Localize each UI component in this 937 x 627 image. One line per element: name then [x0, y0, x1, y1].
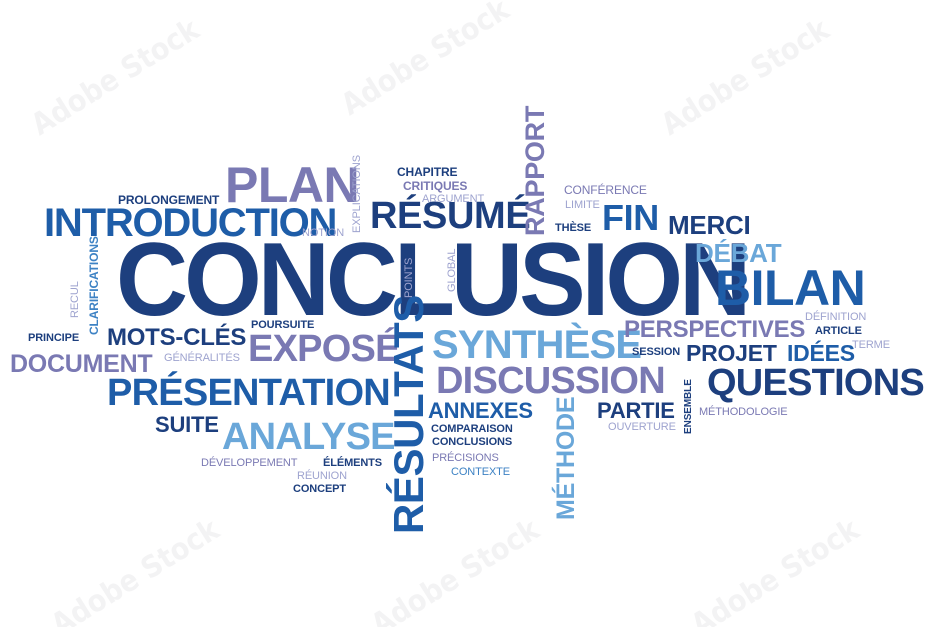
word-resultats: RÉSULTATS: [385, 295, 432, 534]
word-session: SESSION: [632, 346, 681, 358]
word-reunion: RÉUNION: [297, 470, 347, 482]
word-discussion: DISCUSSION: [436, 360, 666, 402]
word-mots-cles: MOTS-CLÉS: [107, 324, 247, 351]
word-partie: PARTIE: [597, 398, 675, 423]
word-precisions: PRÉCISIONS: [432, 452, 499, 464]
word-contexte: CONTEXTE: [451, 466, 511, 478]
word-debat: DÉBAT: [695, 238, 782, 268]
word-recul: RECUL: [69, 281, 81, 318]
word-projet: PROJET: [686, 340, 777, 366]
watermark: Adobe Stock: [655, 12, 836, 143]
word-ouverture: OUVERTURE: [608, 421, 676, 433]
word-conference: CONFÉRENCE: [564, 183, 647, 197]
word-conclusions: CONCLUSIONS: [432, 436, 513, 448]
word-rapport: RAPPORT: [520, 105, 550, 236]
word-fin: FIN: [602, 197, 659, 238]
word-poursuite: POURSUITE: [251, 319, 315, 331]
word-methode: MÉTHODE: [552, 396, 580, 520]
word-presentation: PRÉSENTATION: [107, 372, 391, 414]
word-comparaison: COMPARAISON: [431, 423, 513, 435]
word-explications: EXPLICATIONS: [351, 155, 363, 233]
word-points: POINTS: [403, 257, 415, 298]
word-analyse: ANALYSE: [222, 416, 396, 458]
word-synthese: SYNTHÈSE: [432, 323, 642, 367]
watermark: Adobe Stock: [25, 12, 206, 143]
word-principe: PRINCIPE: [28, 332, 80, 344]
word-annexes: ANNEXES: [428, 398, 533, 423]
word-global: GLOBAL: [446, 248, 458, 292]
word-terme: TERME: [852, 339, 890, 351]
word-limite: LIMITE: [565, 199, 600, 211]
word-methodologie: MÉTHODOLOGIE: [699, 406, 788, 418]
word-introduction: INTRODUCTION: [44, 201, 337, 245]
word-concept: CONCEPT: [293, 483, 347, 495]
word-merci: MERCI: [668, 210, 751, 240]
word-generalites: GÉNÉRALITÉS: [164, 352, 240, 364]
word-developpement: DÉVELOPPEMENT: [201, 457, 298, 469]
word-plan: PLAN: [225, 157, 360, 213]
watermark: Adobe Stock: [335, 0, 516, 123]
word-bilan: BILAN: [715, 260, 866, 316]
word-article: ARTICLE: [815, 325, 862, 337]
word-idees: IDÉES: [787, 340, 855, 366]
word-these: THÈSE: [555, 222, 592, 234]
watermark: Adobe Stock: [685, 512, 866, 627]
word-resume: RÉSUMÉ: [370, 195, 531, 237]
word-elements: ÉLÉMENTS: [323, 457, 383, 469]
word-expose: EXPOSÉ: [248, 328, 400, 370]
word-notion: NOTION: [302, 227, 345, 239]
word-perspectives: PERSPECTIVES: [624, 316, 806, 343]
word-definition: DÉFINITION: [805, 311, 867, 323]
word-questions: QUESTIONS: [707, 362, 925, 404]
word-chapitre: CHAPITRE: [397, 165, 458, 179]
word-conclusion: CONCLUSION: [116, 222, 751, 338]
watermark: Adobe Stock: [45, 512, 226, 627]
word-clarifications: CLARIFICATIONS: [87, 236, 101, 335]
word-ensemble: ENSEMBLE: [683, 379, 694, 434]
word-prolongement: PROLONGEMENT: [118, 193, 220, 207]
word-argument: ARGUMENT: [422, 193, 485, 205]
word-document: DOCUMENT: [10, 350, 153, 378]
word-suite: SUITE: [155, 412, 219, 437]
word-critiques: CRITIQUES: [403, 179, 468, 193]
